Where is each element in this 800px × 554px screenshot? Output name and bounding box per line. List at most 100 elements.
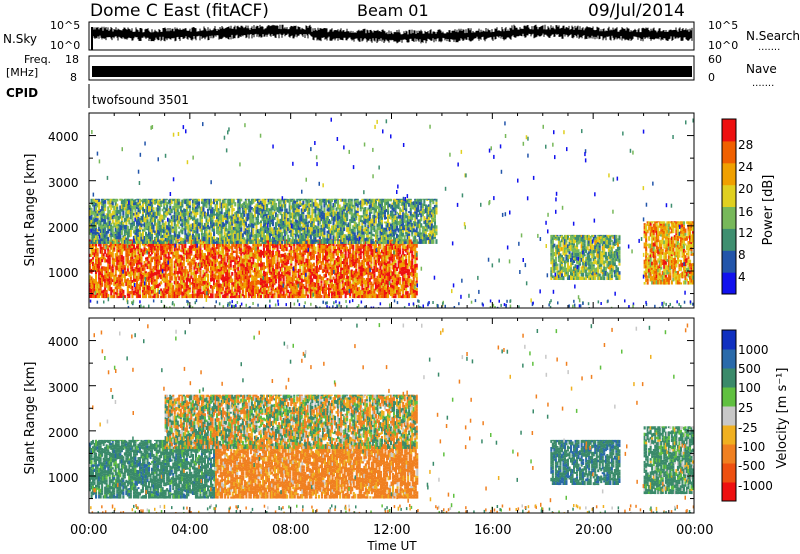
range-cell [193,287,196,290]
range-cell [393,245,396,248]
range-cell [393,285,396,289]
range-cell [379,278,382,283]
range-cell [302,266,305,271]
range-cell [187,224,190,229]
range-cell [208,226,211,230]
range-cell [211,273,214,277]
range-cell [146,244,149,247]
range-cell [194,241,198,244]
range-cell [376,275,379,279]
range-cell [132,221,136,226]
range-cell [105,273,108,278]
range-cell [185,277,188,283]
range-cell [194,253,198,258]
range-cell [217,287,220,293]
range-cell [145,248,148,251]
range-cell [284,203,287,209]
range-cell [356,249,359,252]
range-cell [387,263,390,267]
range-cell [250,247,253,253]
range-cell [220,263,223,267]
range-cell [296,201,299,205]
range-cell [367,268,370,273]
range-cell [261,291,264,295]
range-cell [382,254,385,257]
range-cell [309,227,312,232]
range-cell [231,259,234,263]
range-cell [308,291,311,294]
range-cell [253,240,257,244]
range-cell [207,260,210,264]
range-cell [250,289,253,293]
range-cell [167,266,170,271]
range-cell [205,271,208,274]
range-cell [287,224,290,227]
range-cell [93,294,96,299]
range-cell [92,261,95,266]
range-cell [252,296,255,299]
range-cell [160,255,163,258]
range-cell [276,259,279,262]
range-cell [129,257,132,262]
range-cell [164,261,167,264]
range-cell [337,289,340,291]
range-cell [349,277,352,282]
range-cell [126,288,129,294]
range-cell [296,198,299,202]
range-cell [368,293,371,296]
range-cell [210,262,213,267]
range-cell [107,241,110,244]
range-cell [282,287,285,292]
range-cell [326,220,329,225]
range-cell [323,210,326,213]
range-cell [146,276,149,279]
range-cell [145,293,148,299]
range-cell [148,232,151,236]
range-cell [226,283,229,286]
range-cell [119,284,122,287]
range-cell [95,280,98,285]
range-cell [120,225,123,231]
range-cell [243,276,246,280]
range-cell [102,211,105,214]
range-cell [214,198,217,202]
range-cell [176,248,179,251]
range-cell [173,291,176,295]
range-cell [340,253,343,257]
range-cell [323,274,326,279]
range-cell [285,212,288,217]
range-cell [373,281,376,285]
range-cell [216,212,219,217]
range-cell [222,239,225,244]
range-cell [211,253,214,257]
range-cell [291,205,294,209]
range-cell [145,236,148,240]
range-cell [250,239,253,241]
range-cell [256,293,260,296]
range-cell [125,225,128,230]
range-cell [309,203,312,207]
range-cell [243,250,246,253]
range-cell [151,208,154,213]
range-cell [279,226,282,230]
range-cell [259,260,263,264]
range-cell [98,219,101,223]
range-cell [238,226,241,230]
range-cell [240,225,243,228]
range-cell [90,244,93,248]
range-cell [203,260,207,265]
range-cell [226,285,229,290]
range-cell [107,206,110,210]
range-cell [199,239,202,241]
range-cell [305,230,308,234]
range-cell [167,199,170,205]
range-cell [89,209,92,214]
range-cell [211,256,214,259]
range-cell [205,203,208,208]
range-cell [235,292,238,296]
range-cell [105,266,108,271]
range-cell [123,217,126,223]
range-cell [278,219,281,224]
range-cell [216,237,219,241]
range-cell [252,257,255,262]
